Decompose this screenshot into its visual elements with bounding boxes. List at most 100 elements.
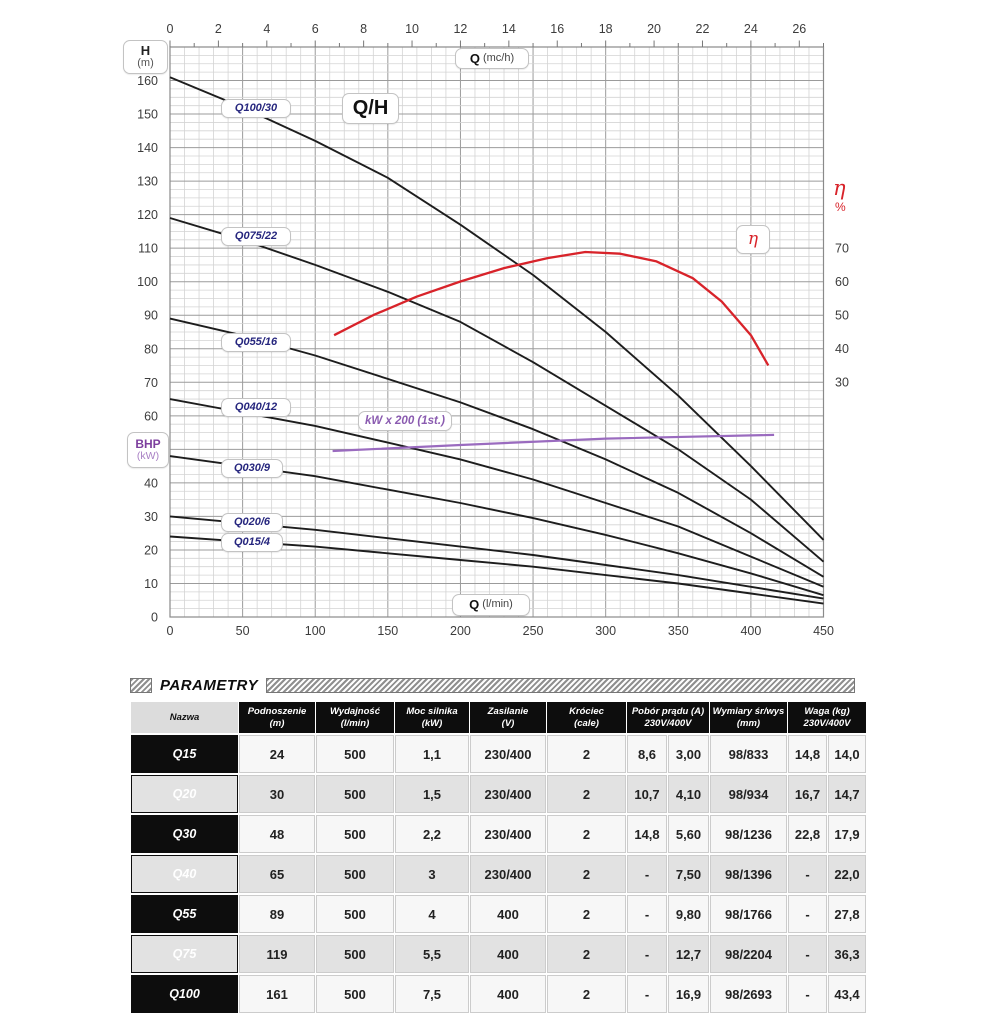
header-line: Podnoszenie: [247, 705, 307, 717]
table-header-row: Nazwa Podnoszenie (m) Wydajność (l/min) Mo…: [131, 702, 867, 733]
top-axis-tick-label: 22: [696, 22, 710, 36]
table-cell: 500: [316, 855, 394, 893]
table-cell: -: [627, 975, 667, 1013]
curve-label-q100-30: Q100/30: [221, 99, 291, 118]
top-axis-tick-label: 6: [312, 22, 319, 36]
table-row: Q30 48 500 2,2 230/400 2 14,8 5,60 98/1236 22,8 17…: [131, 815, 867, 853]
bottom-axis-tick-label: 50: [236, 624, 250, 638]
table-cell: 500: [316, 935, 394, 973]
eta-curve-label-box: η: [736, 225, 770, 254]
table-cell: 5,60: [668, 815, 709, 853]
chart-title-box: Q/H: [342, 93, 399, 124]
table-cell: 2: [547, 895, 626, 933]
table-cell: 500: [316, 775, 394, 813]
bhp-axis-label-box: BHP (kW): [127, 432, 169, 468]
header-line: (mm): [736, 717, 761, 729]
top-axis-tick-label: 16: [550, 22, 564, 36]
left-axis-tick-label: 60: [144, 409, 158, 423]
table-cell: -: [788, 935, 827, 973]
left-axis-tick-label: 10: [144, 577, 158, 591]
left-axis-tick-label: 100: [137, 275, 158, 289]
table-cell: 500: [316, 735, 394, 773]
table-cell: 98/2204: [710, 935, 787, 973]
header-line: Moc silnika: [406, 705, 458, 717]
table-row: Q75 119 500 5,5 400 2-12,7 98/2204-36,3: [131, 935, 867, 973]
parameters-table: Nazwa Podnoszenie (m) Wydajność (l/min) Mo…: [130, 700, 867, 1015]
efficiency-curve: [333, 250, 770, 366]
table-cell: 500: [316, 895, 394, 933]
table-cell: 3: [395, 855, 469, 893]
table-cell: 98/1236: [710, 815, 787, 853]
h-axis-label-box: H (m): [123, 40, 168, 74]
bottom-axis-tick-label: 200: [450, 624, 471, 638]
pump-curve-Q100/30: [169, 76, 825, 541]
curve-label-q055-16: Q055/16: [221, 333, 291, 352]
table-cell: 43,4: [828, 975, 867, 1013]
pump-curve-Q040/12: [169, 398, 824, 588]
curve-label-q015-4: Q015/4: [221, 533, 283, 552]
table-cell: 2,2: [395, 815, 469, 853]
header-line: Pobór prądu (A): [631, 705, 705, 717]
power-line: [332, 433, 775, 453]
table-cell: 400: [470, 935, 546, 973]
top-axis-tick-label: 26: [792, 22, 806, 36]
table-cell: 22,0: [828, 855, 867, 893]
table-cell: 98/833: [710, 735, 787, 773]
header-podnoszenie: Podnoszenie (m): [239, 702, 315, 733]
pump-name-cell: Q15: [131, 735, 238, 773]
table-cell: 27,8: [828, 895, 867, 933]
header-pobor-pradu: Pobór prądu (A) 230V/400V: [627, 702, 709, 733]
table-row: Q15 24 500 1,1 230/400 2 8,6 3,00 98/833 14,8 14,0: [131, 735, 867, 773]
table-cell: 2: [547, 975, 626, 1013]
table-cell: -: [788, 975, 827, 1013]
left-axis-tick-label: 120: [137, 208, 158, 222]
table-cell: 2: [547, 855, 626, 893]
table-cell: 36,3: [828, 935, 867, 973]
top-axis-tick-label: 8: [360, 22, 367, 36]
table-cell: 8,6: [627, 735, 667, 773]
h-axis-unit: (m): [137, 57, 154, 70]
left-axis-tick-label: 90: [144, 309, 158, 323]
top-axis-tick-label: 10: [405, 22, 419, 36]
header-waga: Waga (kg) 230V/400V: [788, 702, 867, 733]
table-cell: 65: [239, 855, 315, 893]
right-axis-tick-label: 60: [835, 275, 849, 289]
bottom-axis-tick-label: 250: [523, 624, 544, 638]
table-cell: 89: [239, 895, 315, 933]
table-cell: 14,8: [788, 735, 827, 773]
table-cell: -: [627, 895, 667, 933]
pump-name-cell: Q20: [131, 775, 238, 813]
header-zasilanie: Zasilanie (V): [470, 702, 546, 733]
pump-name-cell: Q30: [131, 815, 238, 853]
table-cell: 5,5: [395, 935, 469, 973]
right-axis-tick-label: 40: [835, 342, 849, 356]
left-axis-tick-label: 160: [137, 74, 158, 88]
table-cell: 30: [239, 775, 315, 813]
pump-name-cell: Q55: [131, 895, 238, 933]
table-cell: -: [627, 935, 667, 973]
table-cell: 230/400: [470, 815, 546, 853]
table-cell: 500: [316, 815, 394, 853]
header-line: Nazwa: [169, 711, 200, 723]
top-axis-tick-label: 20: [647, 22, 661, 36]
header-line: 230V/400V: [803, 717, 851, 729]
header-line: Zasilanie: [487, 705, 529, 717]
curve-label-q020-6: Q020/6: [221, 513, 283, 532]
header-wydajnosc: Wydajność (l/min): [316, 702, 394, 733]
top-axis-tick-label: 2: [215, 22, 222, 36]
bhp-unit: (kW): [136, 449, 160, 462]
plot-border: [169, 46, 825, 618]
left-axis-tick-label: 150: [137, 108, 158, 122]
table-cell: 230/400: [470, 735, 546, 773]
right-axis-tick-label: 70: [835, 242, 849, 256]
left-axis-tick-label: 40: [144, 476, 158, 490]
right-axis-tick-label: 50: [835, 309, 849, 323]
header-line: (m): [269, 717, 285, 729]
q-symbol-bottom: Q: [469, 597, 480, 613]
bottom-axis-tick-label: 0: [167, 624, 174, 638]
hatch-square-icon: [130, 677, 152, 693]
header-line: Króciec: [569, 705, 604, 717]
left-axis-tick-label: 70: [144, 376, 158, 390]
table-cell: 161: [239, 975, 315, 1013]
q-mch-label-box: Q (mc/h): [455, 48, 529, 69]
